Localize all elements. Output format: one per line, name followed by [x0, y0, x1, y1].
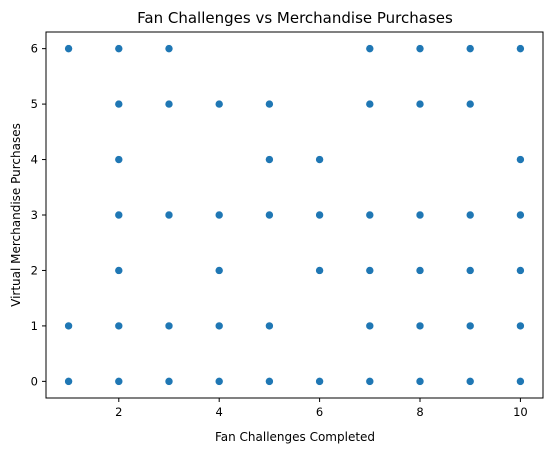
data-point — [214, 99, 224, 109]
data-point — [315, 266, 324, 275]
data-point — [265, 377, 274, 386]
data-point — [64, 44, 73, 53]
y-axis: 0 1 2 3 4 5 6 — [31, 42, 46, 388]
data-point — [114, 155, 124, 164]
data-point — [315, 377, 324, 386]
data-point — [516, 155, 525, 164]
x-tick-label: 6 — [316, 405, 323, 419]
data-point — [465, 210, 475, 220]
data-point — [516, 377, 525, 386]
data-point — [516, 321, 525, 331]
data-point — [415, 99, 425, 109]
data-point — [114, 44, 124, 53]
data-point — [365, 210, 375, 220]
data-point — [415, 210, 425, 220]
data-point — [516, 266, 525, 275]
data-point — [114, 210, 124, 220]
data-point — [516, 44, 525, 53]
data-point — [64, 321, 73, 331]
data-point — [365, 321, 375, 331]
data-point — [214, 210, 224, 220]
data-point — [415, 44, 425, 53]
x-tick-label: 10 — [513, 405, 528, 419]
data-point — [465, 99, 475, 109]
data-point — [365, 44, 375, 53]
data-points — [64, 44, 525, 386]
data-point — [164, 99, 174, 109]
data-point — [164, 321, 174, 331]
data-point — [164, 44, 174, 53]
chart-title: Fan Challenges vs Merchandise Purchases — [137, 9, 453, 27]
data-point — [465, 321, 475, 331]
data-point — [516, 210, 525, 220]
data-point — [315, 155, 324, 164]
data-point — [315, 210, 324, 220]
data-point — [64, 377, 73, 386]
y-tick-label: 3 — [31, 208, 38, 222]
data-point — [465, 44, 475, 53]
data-point — [114, 321, 124, 331]
y-tick-label: 6 — [31, 42, 38, 56]
x-axis-label: Fan Challenges Completed — [215, 430, 375, 444]
data-point — [415, 266, 425, 275]
data-point — [164, 377, 174, 386]
data-point — [265, 321, 274, 331]
data-point — [214, 321, 224, 331]
y-tick-label: 0 — [31, 374, 38, 388]
data-point — [465, 266, 475, 275]
x-tick-label: 8 — [416, 405, 423, 419]
data-point — [265, 210, 274, 220]
y-tick-label: 4 — [31, 153, 38, 167]
data-point — [114, 266, 124, 275]
y-axis-label: Virtual Merchandise Purchases — [9, 123, 23, 307]
data-point — [114, 377, 124, 386]
data-point — [465, 377, 475, 386]
y-tick-label: 5 — [31, 97, 38, 111]
data-point — [114, 99, 124, 109]
data-point — [365, 99, 375, 109]
y-tick-label: 2 — [31, 263, 38, 277]
x-tick-label: 4 — [216, 405, 223, 419]
data-point — [365, 377, 375, 386]
data-point — [265, 99, 274, 109]
data-point — [164, 210, 174, 220]
y-tick-label: 1 — [31, 319, 38, 333]
data-point — [265, 155, 274, 164]
data-point — [214, 377, 224, 386]
data-point — [365, 266, 375, 275]
data-point — [415, 377, 425, 386]
data-point — [214, 266, 224, 275]
data-point — [415, 321, 425, 331]
x-axis: 2 4 6 8 10 — [115, 398, 528, 419]
x-tick-label: 2 — [115, 405, 122, 419]
